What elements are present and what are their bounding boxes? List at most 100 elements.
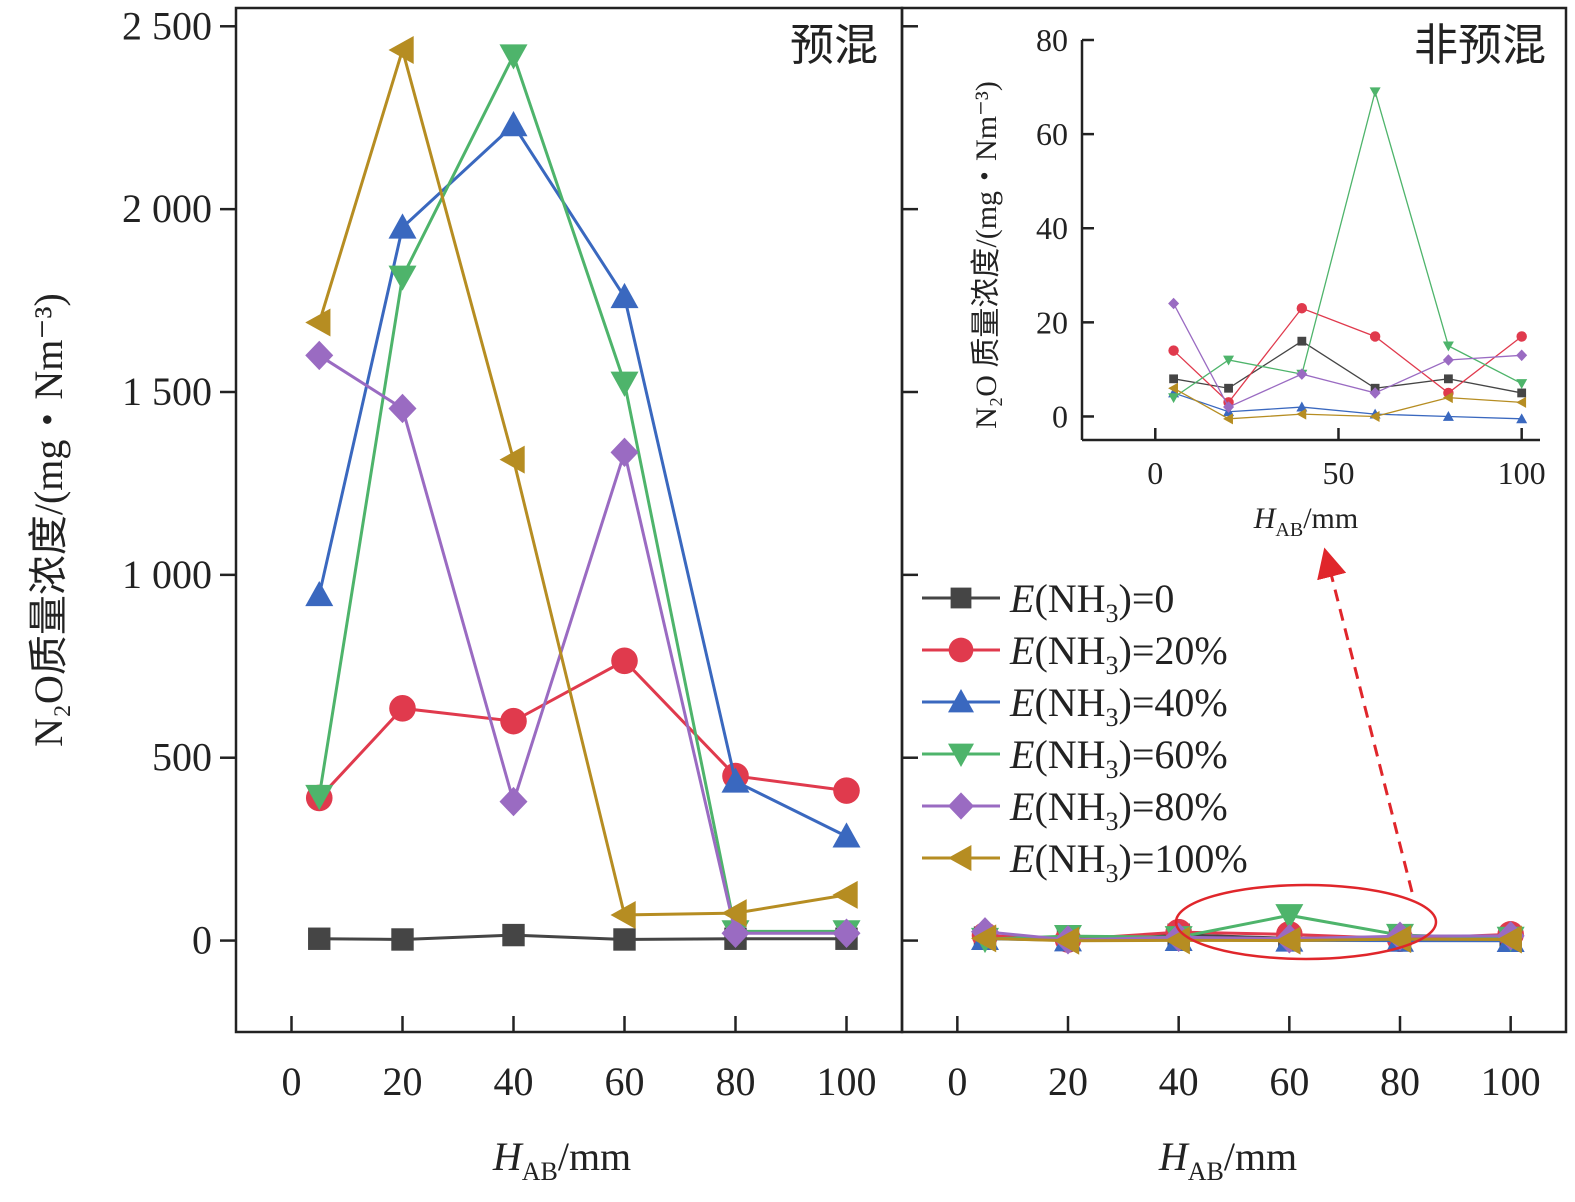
inset-data-point (1169, 374, 1178, 384)
data-point (721, 767, 750, 793)
inset-data-point (1442, 410, 1454, 421)
data-point (305, 784, 334, 811)
data-point (500, 707, 527, 735)
inset-data-point (1369, 331, 1381, 342)
data-point (499, 111, 528, 137)
highlight-ellipse (1174, 883, 1438, 961)
data-point (305, 340, 334, 371)
data-point (832, 822, 861, 848)
inset-series-line (1173, 303, 1522, 408)
inset-data-point (1516, 331, 1527, 342)
data-point (613, 928, 636, 951)
data-point (1496, 925, 1522, 954)
series-line (317, 44, 847, 917)
x-tick-label: 20 (383, 1059, 423, 1104)
inset-y-tick-label: 80 (1036, 22, 1068, 58)
data-point (308, 927, 331, 950)
data-point (1275, 926, 1301, 955)
y-tick-label: 0 (192, 918, 212, 963)
right-plot-area (971, 904, 1525, 955)
left-x-sub: AB (522, 1157, 558, 1186)
inset-y-tick-label: 40 (1036, 210, 1068, 246)
data-point (388, 213, 417, 239)
x-tick-label: 0 (947, 1059, 967, 1104)
x-tick-label: 80 (716, 1059, 756, 1104)
inset-y-tick-label: 0 (1052, 398, 1068, 434)
x-tick-label: 100 (817, 1059, 877, 1104)
inset-data-point (1369, 87, 1381, 98)
inset-data-point (1516, 349, 1528, 362)
legend-label: E(NH3)=80% (1009, 784, 1228, 836)
legend-marker (948, 689, 974, 713)
data-point (721, 918, 750, 948)
right-x-sub: AB (1188, 1157, 1224, 1186)
series-line (317, 51, 847, 933)
data-point (388, 36, 414, 65)
inset-chart: N₂O 质量浓度/(mg・Nm⁻³) HAB/mm 0 20 40 60 80 0 50 10… (970, 22, 1546, 541)
inset-data-point (1168, 393, 1180, 404)
data-point (610, 282, 639, 309)
inset-data-point (1223, 413, 1233, 425)
data-point (610, 900, 636, 929)
x-tick-label: 20 (1048, 1059, 1088, 1104)
legend-label: E(NH3)=0 (1009, 576, 1174, 628)
x-tick-label: 60 (605, 1059, 645, 1104)
x-tick-label: 80 (1380, 1059, 1420, 1104)
inset-y-tick-label: 20 (1036, 304, 1068, 340)
left-plot-area (305, 36, 861, 951)
right-y-ticks (902, 25, 918, 942)
left-x-unit: /mm (558, 1134, 631, 1179)
y-tick-label: 2 000 (122, 186, 212, 231)
data-point (610, 437, 639, 468)
inset-data-point (1516, 396, 1527, 408)
inset-data-point (1369, 387, 1381, 399)
series-line (319, 933, 847, 941)
data-point (971, 924, 997, 953)
legend-marker (948, 845, 972, 871)
inset-series-line (1173, 392, 1522, 420)
legend-marker (948, 792, 974, 820)
right-x-unit: /mm (1224, 1134, 1297, 1179)
inset-data-point (1296, 303, 1308, 314)
right-x-var: H (1158, 1134, 1190, 1179)
data-point (499, 44, 528, 70)
right-x-axis-title: HAB/mm (1158, 1134, 1297, 1186)
inset-data-point (1516, 379, 1528, 390)
data-point (832, 918, 861, 948)
data-point (833, 777, 860, 804)
inset-y-tick-label: 60 (1036, 116, 1068, 152)
inset-series-line (1173, 307, 1523, 404)
legend-marker (950, 587, 972, 609)
x-tick-label: 0 (282, 1059, 302, 1104)
inset-x-sub: AB (1275, 519, 1303, 541)
data-point (389, 695, 416, 722)
x-ticks: 0 20 40 60 80 100 0 20 40 60 80 100 (282, 1016, 1541, 1104)
legend-label: E(NH3)=40% (1009, 680, 1228, 732)
dashed-arrow (1317, 547, 1414, 893)
inset-data-point (1442, 341, 1454, 352)
series-line (984, 936, 1511, 943)
right-panel-label: 非预混 (1414, 20, 1546, 71)
right-panel-frame (900, 6, 1568, 1034)
left-panel-label: 预混 (790, 20, 878, 71)
series-line (318, 658, 847, 799)
inset-x-tick-label: 100 (1498, 455, 1546, 491)
data-point (721, 899, 747, 928)
data-point (610, 371, 639, 397)
data-point (305, 580, 334, 607)
left-x-axis-title: HAB/mm (492, 1134, 631, 1186)
inset-x-var: H (1253, 502, 1278, 535)
inset-data-point (1224, 383, 1233, 393)
data-point (391, 928, 414, 951)
left-x-var: H (492, 1134, 524, 1179)
inset-data-point (1296, 368, 1308, 380)
data-point (502, 923, 525, 947)
data-point (832, 880, 858, 909)
inset-series-line (1173, 340, 1522, 394)
y-axis-title: N₂O质量浓度/(mg・Nm⁻³) (26, 293, 71, 747)
inset-data-point (1516, 413, 1528, 424)
series-line (317, 122, 848, 838)
x-tick-label: 40 (1159, 1059, 1199, 1104)
y-tick-label: 2 500 (122, 3, 212, 48)
